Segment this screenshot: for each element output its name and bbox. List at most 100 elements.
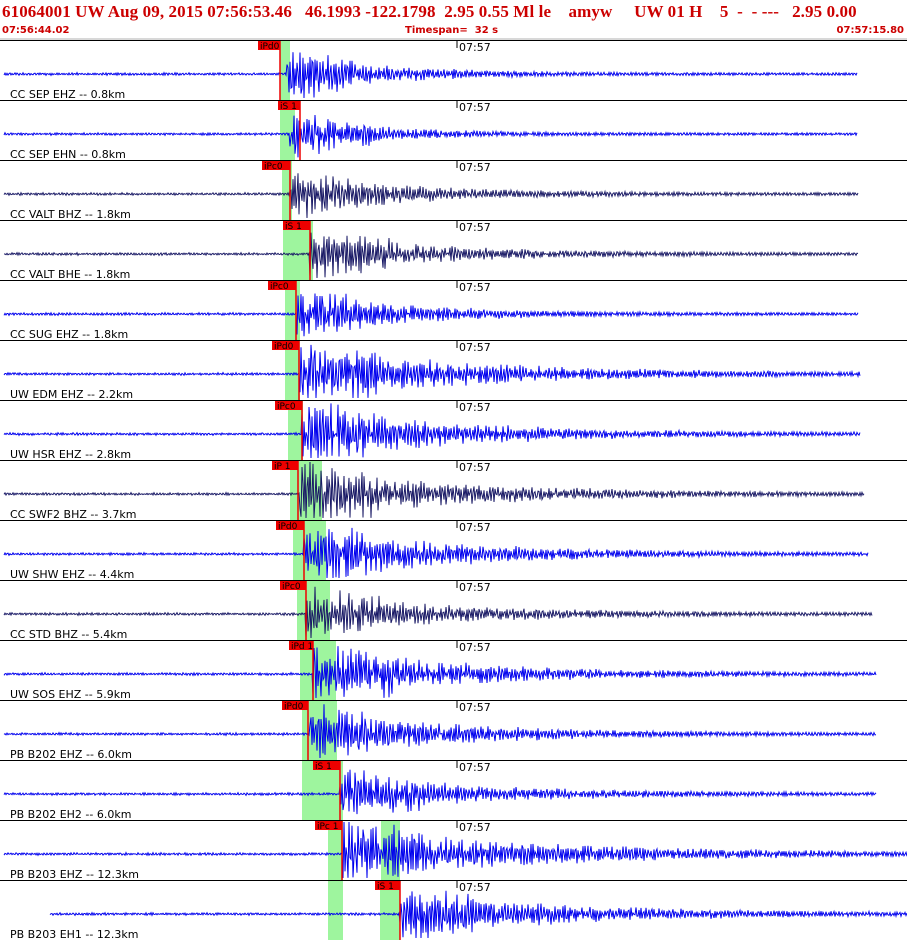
event-header: 61064001 UW Aug 09, 2015 07:56:53.46 46.… [0,0,907,40]
minute-label: 07:57 [459,701,491,714]
trace-row: 07:57 iPc0 CC VALT BHZ -- 1.8km [0,160,907,221]
pick-label: iPd0 [278,522,298,532]
waveform [3,821,907,879]
channel-label: CC SEP EHZ -- 0.8km [10,88,125,101]
pick-label: iPd0 [274,342,294,352]
waveform [3,704,877,759]
trace-row: 07:57 iPc 1 PB B203 EHZ -- 12.3km [0,820,907,881]
pick-window [280,40,290,100]
waveform [3,114,858,158]
pick-label: iS 1 [315,762,332,772]
pick-flag[interactable] [276,521,304,530]
pick-flag[interactable] [315,821,342,830]
minute-label: 07:57 [459,821,491,834]
pick-label: iS 1 [280,102,297,112]
waveform [3,344,861,399]
channel-label: CC VALT BHE -- 1.8km [10,268,130,281]
waveform [3,586,873,639]
pick-flag[interactable] [268,281,296,290]
channel-label: CC SWF2 BHZ -- 3.7km [10,508,136,521]
waveform [3,403,861,459]
pick-label: iP 1 [274,462,291,472]
trace-row: 07:57 iP 1 CC SWF2 BHZ -- 3.7km [0,460,907,521]
waveform [3,646,877,699]
seismogram-panel: 07:57 iPd0 CC SEP EHZ -- 0.8km 07:57 iS 1 CC … [0,40,907,940]
minute-label: 07:57 [459,401,491,414]
waveform [4,232,859,279]
pick-flag[interactable] [258,41,280,50]
trace-row: 07:57 iPd0 UW SHW EHZ -- 4.4km [0,520,907,581]
pick-label: iPd 1 [291,642,313,652]
trace-row: 07:57 iS 1 PB B203 EH1 -- 12.3km [0,880,907,940]
pick-flag[interactable] [272,341,299,350]
pick-window [328,880,343,940]
trace-row: 07:57 iPd0 UW EDM EHZ -- 2.2km [0,340,907,401]
waveform [49,890,907,939]
pick-flag[interactable] [375,881,400,890]
channel-label: UW SHW EHZ -- 4.4km [10,568,134,581]
pick-label: iPc0 [282,582,301,592]
start-time: 07:56:44.02 [2,25,70,36]
pick-label: iS 1 [377,882,394,892]
trace-row: 07:57 iS 1 CC SEP EHN -- 0.8km [0,100,907,161]
channel-label: PB B202 EHZ -- 6.0km [10,748,132,761]
pick-flag[interactable] [280,581,306,590]
pick-flag[interactable] [282,701,308,710]
trace-row: 07:57 iPc0 CC STD BHZ -- 5.4km [0,580,907,641]
minute-label: 07:57 [459,881,491,894]
waveform [3,52,858,99]
pick-label: iPd0 [284,702,304,712]
pick-window [285,340,300,400]
channel-label: PB B203 EHZ -- 12.3km [10,868,139,881]
minute-label: 07:57 [459,101,491,114]
pick-flag[interactable] [275,401,302,410]
channel-label: PB B202 EH2 -- 6.0km [10,808,131,821]
trace-row: 07:57 iS 1 CC VALT BHE -- 1.8km [0,220,907,281]
pick-label: iPc 1 [317,822,338,832]
minute-label: 07:57 [459,341,491,354]
event-title: 61064001 UW Aug 09, 2015 07:56:53.46 46.… [2,2,857,21]
minute-label: 07:57 [459,641,491,654]
pick-flag[interactable] [262,161,290,170]
channel-label: CC SUG EHZ -- 1.8km [10,328,128,341]
minute-label: 07:57 [459,581,491,594]
channel-label: CC VALT BHZ -- 1.8km [10,208,131,221]
trace-row: 07:57 iPc0 UW HSR EHZ -- 2.8km [0,400,907,461]
header-divider [0,38,907,40]
channel-label: CC STD BHZ -- 5.4km [10,628,127,641]
pick-flag[interactable] [283,221,310,230]
pick-label: iPd0 [260,42,280,52]
minute-label: 07:57 [459,521,491,534]
trace-row: 07:57 iPd0 CC SEP EHZ -- 0.8km [0,40,907,101]
trace-row: 07:57 iPd 1 UW SOS EHZ -- 5.9km [0,640,907,701]
waveform [3,293,859,337]
pick-flag[interactable] [313,761,340,770]
minute-label: 07:57 [459,161,491,174]
minute-label: 07:57 [459,41,491,54]
channel-label: UW EDM EHZ -- 2.2km [10,388,133,401]
trace-row: 07:57 iPc0 CC SUG EHZ -- 1.8km [0,280,907,341]
timespan: Timespan= 32 s [405,25,499,36]
minute-label: 07:57 [459,761,491,774]
pick-window [280,100,295,160]
pick-flag[interactable] [278,101,300,110]
pick-label: iPc0 [277,402,296,412]
pick-window [380,880,400,940]
end-time: 07:57:15.80 [836,25,904,36]
trace-row: 07:57 iS 1 PB B202 EH2 -- 6.0km [0,760,907,821]
pick-label: iPc0 [270,282,289,292]
pick-flag[interactable] [289,641,313,650]
pick-label: iS 1 [285,222,302,232]
pick-label: iPc0 [264,162,283,172]
channel-label: PB B203 EH1 -- 12.3km [10,928,138,940]
waveform [3,173,859,219]
pick-window [328,820,343,880]
waveform [3,461,865,519]
minute-label: 07:57 [459,281,491,294]
pick-window [288,400,303,460]
channel-label: UW HSR EHZ -- 2.8km [10,448,131,461]
minute-label: 07:57 [459,221,491,234]
trace-row: 07:57 iPd0 PB B202 EHZ -- 6.0km [0,700,907,761]
minute-label: 07:57 [459,461,491,474]
pick-flag[interactable] [272,461,298,470]
